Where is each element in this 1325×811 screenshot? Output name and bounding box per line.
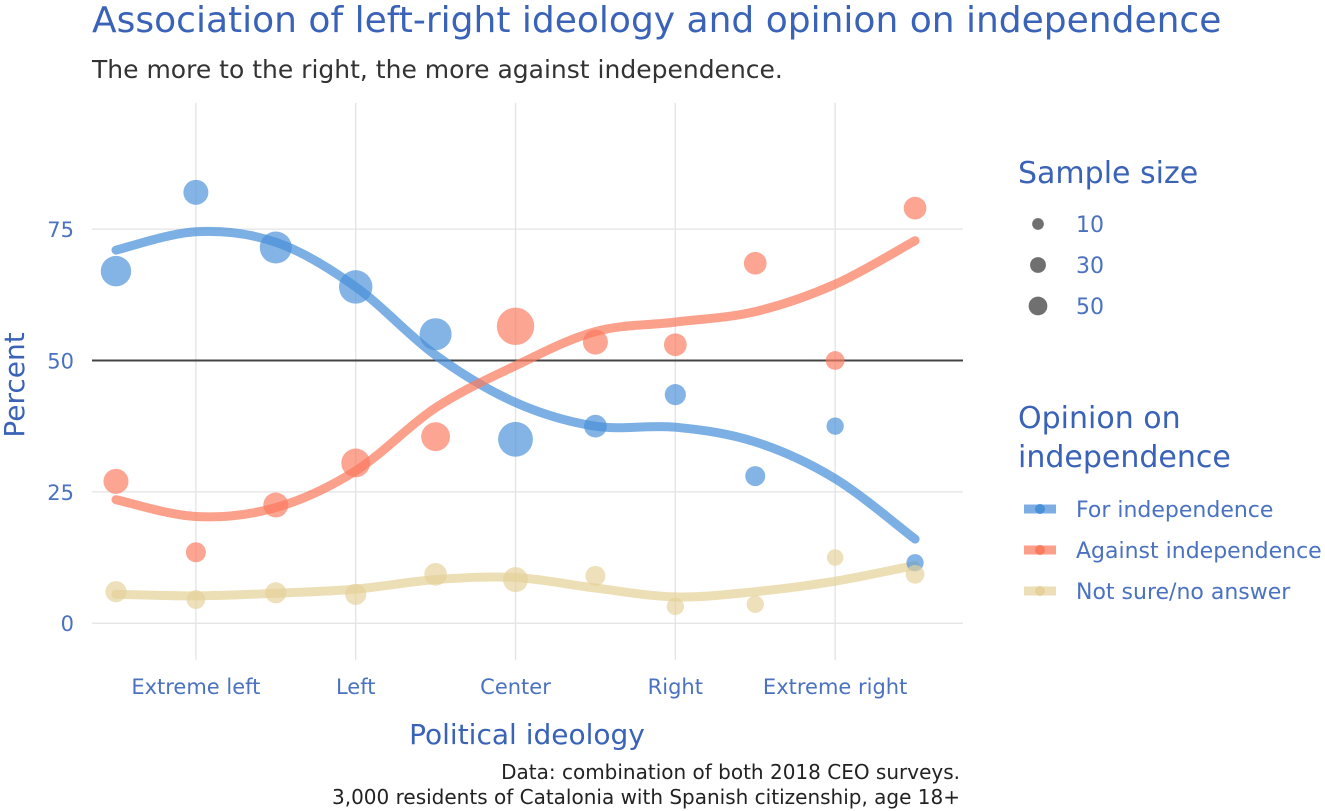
point-against-independence-5	[421, 422, 451, 452]
chart-title: Association of left-right ideology and o…	[92, 0, 1221, 41]
point-against-independence-6	[496, 307, 535, 346]
point-not-sure-no-answer-8	[666, 597, 684, 616]
caption-line-1: Data: combination of both 2018 CEO surve…	[501, 760, 960, 784]
point-for-independence-4	[338, 270, 373, 304]
trend-line-against-independence	[111, 236, 920, 522]
point-not-sure-no-answer-10	[826, 549, 844, 566]
point-not-sure-no-answer-2	[186, 590, 206, 609]
color-legend-dot-not-sure-no-answer	[1035, 586, 1045, 596]
point-against-independence-11	[903, 196, 927, 220]
y-tick-75: 75	[47, 218, 74, 242]
grid	[92, 103, 963, 660]
point-for-independence-7	[584, 414, 607, 438]
x-tick-extreme-right: Extreme right	[763, 675, 907, 699]
color-legend: Opinion on independence For independence…	[1018, 401, 1322, 605]
size-legend-label-30: 30	[1076, 254, 1104, 279]
y-tick-labels: 0 25 50 75	[47, 218, 74, 636]
color-legend-title-line-1: Opinion on	[1018, 401, 1181, 436]
size-legend-key-30	[1030, 257, 1046, 273]
point-for-independence-5	[419, 318, 452, 351]
point-for-independence-8	[664, 384, 686, 406]
point-against-independence-4	[341, 448, 371, 478]
point-for-independence-6	[498, 421, 533, 457]
size-legend-key-10	[1032, 218, 1044, 230]
point-against-independence-8	[663, 333, 687, 357]
color-legend-dot-for-independence	[1035, 504, 1045, 514]
point-not-sure-no-answer-9	[746, 595, 764, 613]
x-tick-center: Center	[480, 675, 551, 699]
point-not-sure-no-answer-11	[905, 564, 925, 584]
point-for-independence-9	[745, 466, 766, 487]
point-against-independence-1	[103, 468, 129, 494]
x-axis-title: Political ideology	[409, 718, 645, 751]
trend-line-for-independence	[111, 226, 920, 544]
x-tick-extreme-left: Extreme left	[131, 675, 260, 699]
x-tick-left: Left	[336, 675, 376, 699]
x-tick-labels: Extreme left Left Center Right Extreme right	[131, 675, 907, 699]
caption-line-2: 3,000 residents of Catalonia with Spanis…	[332, 785, 960, 809]
size-legend-label-10: 10	[1076, 213, 1104, 238]
y-axis-title: Percent	[0, 332, 31, 437]
size-legend: Sample size 10 30 50	[1018, 156, 1198, 320]
size-legend-title: Sample size	[1018, 156, 1198, 191]
color-legend-dot-against-independence	[1035, 545, 1045, 555]
point-for-independence-1	[100, 255, 132, 287]
point-not-sure-no-answer-1	[105, 581, 127, 603]
point-against-independence-9	[743, 251, 767, 275]
point-not-sure-no-answer-3	[265, 582, 287, 604]
point-not-sure-no-answer-6	[503, 567, 529, 593]
y-tick-25: 25	[47, 481, 74, 505]
data-points	[100, 179, 927, 616]
point-for-independence-10	[826, 417, 844, 435]
chart-subtitle: The more to the right, the more against …	[91, 55, 783, 84]
y-tick-50: 50	[47, 349, 74, 373]
point-against-independence-7	[582, 329, 608, 355]
y-tick-0: 0	[61, 612, 74, 636]
size-legend-label-50: 50	[1076, 295, 1104, 320]
x-tick-right: Right	[648, 675, 703, 699]
size-legend-key-50	[1028, 296, 1048, 316]
point-against-independence-10	[825, 351, 845, 370]
color-legend-label-for-independence: For independence	[1076, 498, 1273, 523]
color-legend-title-line-2: independence	[1018, 440, 1231, 475]
point-for-independence-2	[183, 179, 209, 205]
point-not-sure-no-answer-7	[585, 565, 606, 586]
point-against-independence-2	[185, 542, 206, 563]
color-legend-label-not-sure-no-answer: Not sure/no answer	[1076, 580, 1291, 605]
point-against-independence-3	[263, 492, 289, 518]
point-not-sure-no-answer-4	[345, 583, 367, 605]
point-for-independence-3	[259, 231, 292, 264]
color-legend-label-against-independence: Against independence	[1076, 539, 1322, 564]
point-not-sure-no-answer-5	[424, 562, 447, 586]
